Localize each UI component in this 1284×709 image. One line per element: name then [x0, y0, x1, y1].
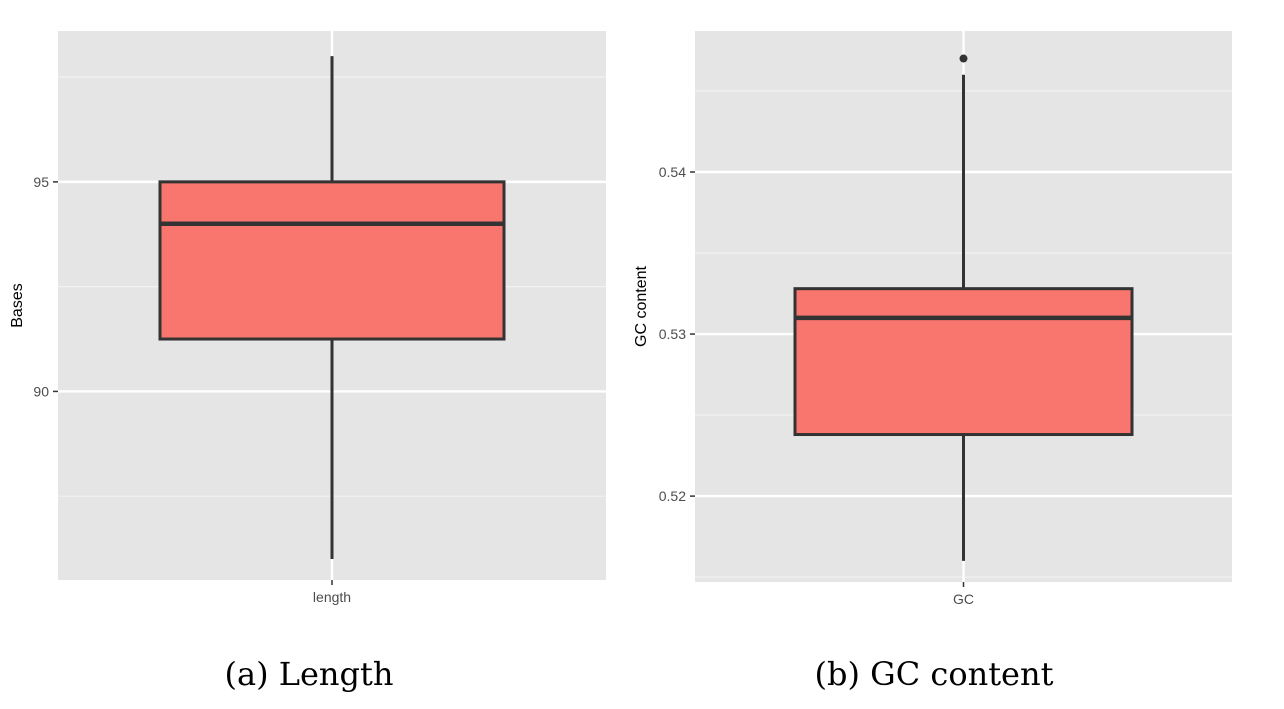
box-marks [793, 54, 1134, 561]
box-marks [158, 56, 506, 560]
y-tick-label: 90 [33, 383, 49, 399]
y-tick-label: 95 [33, 174, 49, 190]
y-tick-label: 0.54 [659, 164, 686, 180]
chart-panel-length: 90 95 length Bases (a) Length [9, 31, 606, 693]
outlier-point [959, 54, 968, 63]
y-axis-title: GC content [633, 265, 650, 346]
y-axis-title: Bases [9, 283, 26, 327]
x-tick-label: length [313, 589, 351, 605]
chart-panel-gc-content: 0.52 0.53 0.54 GC GC content (b) GC content [633, 31, 1232, 693]
subfigure-caption: (b) GC content [815, 655, 1054, 693]
y-tick-label: 0.53 [659, 326, 686, 342]
y-tick-label: 0.52 [659, 488, 686, 504]
axes: 90 95 length [33, 174, 351, 605]
subfigure-caption: (a) Length [225, 655, 394, 693]
box-iqr [158, 180, 506, 341]
axes: 0.52 0.53 0.54 GC [659, 164, 974, 607]
x-tick-label: GC [953, 591, 974, 607]
box-iqr [793, 287, 1134, 437]
